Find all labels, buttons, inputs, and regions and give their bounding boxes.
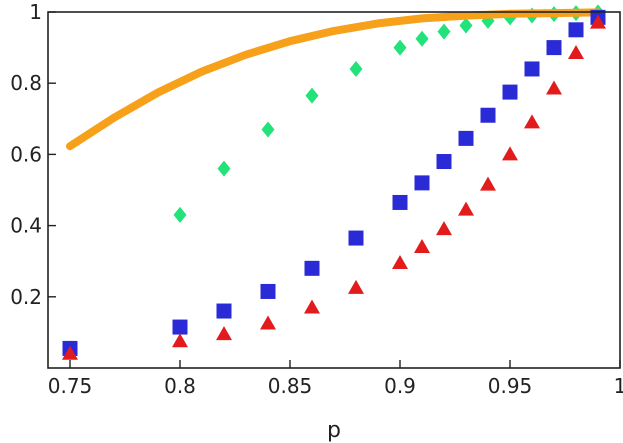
- square-point: [348, 230, 364, 246]
- y-tick-label: 0.4: [10, 214, 42, 238]
- triangle-point: [172, 333, 188, 348]
- triangle-point: [414, 238, 430, 253]
- diamond-point: [217, 160, 231, 177]
- x-axis-ticks: 0.75 0.8 0.85 0.9 0.95 1: [48, 360, 623, 398]
- square-point: [260, 283, 276, 299]
- x-tick-label: 0.9: [384, 374, 416, 398]
- triangle-point: [590, 14, 606, 29]
- diamond-point: [437, 23, 451, 40]
- y-tick-label: 0.2: [10, 285, 42, 309]
- x-tick-label: 0.8: [164, 374, 196, 398]
- y-axis-ticks: 0.2 0.4 0.6 0.8 1: [10, 0, 56, 309]
- triangle-point: [480, 176, 496, 191]
- plot-frame: [47, 11, 621, 369]
- triangle-point: [62, 345, 78, 360]
- square-point: [216, 303, 232, 319]
- triangle-point: [524, 114, 540, 129]
- x-tick-label: 1: [614, 374, 623, 398]
- diamond-point: [173, 206, 187, 223]
- square-point: [480, 107, 496, 123]
- diamond-point: [261, 121, 275, 138]
- square-point: [392, 194, 408, 210]
- square-point: [414, 175, 430, 191]
- curve-series-line: [66, 8, 602, 151]
- square-point: [436, 154, 452, 170]
- triangle-point: [568, 44, 584, 59]
- y-tick-label: 0.6: [10, 142, 42, 166]
- x-tick-label: 0.95: [488, 374, 533, 398]
- triangle-point: [502, 146, 518, 161]
- triangle-point: [260, 315, 276, 330]
- square-point: [172, 319, 188, 335]
- triangle-point: [458, 201, 474, 216]
- triangle-point: [546, 80, 562, 95]
- square-point: [502, 84, 518, 100]
- triangle-point: [436, 221, 452, 236]
- triangle-point: [392, 254, 408, 269]
- square-point: [568, 22, 584, 38]
- x-tick-label: 0.85: [268, 374, 313, 398]
- diamond-point: [459, 17, 473, 34]
- triangle-point: [304, 299, 320, 314]
- diamond-point: [305, 87, 319, 104]
- square-point: [304, 260, 320, 276]
- triangle-point: [348, 279, 364, 294]
- square-point: [524, 61, 540, 77]
- y-tick-label: 1: [29, 0, 42, 24]
- square-point: [458, 130, 474, 146]
- diamond-point: [349, 60, 363, 77]
- diamond-point: [415, 30, 429, 47]
- triangle-point: [216, 326, 232, 341]
- x-tick-label: 0.75: [48, 374, 93, 398]
- y-tick-label: 0.8: [10, 71, 42, 95]
- square-point: [546, 40, 562, 56]
- x-axis-label: p: [327, 418, 341, 443]
- plot-marks: [62, 4, 606, 360]
- diamond-point: [393, 39, 407, 56]
